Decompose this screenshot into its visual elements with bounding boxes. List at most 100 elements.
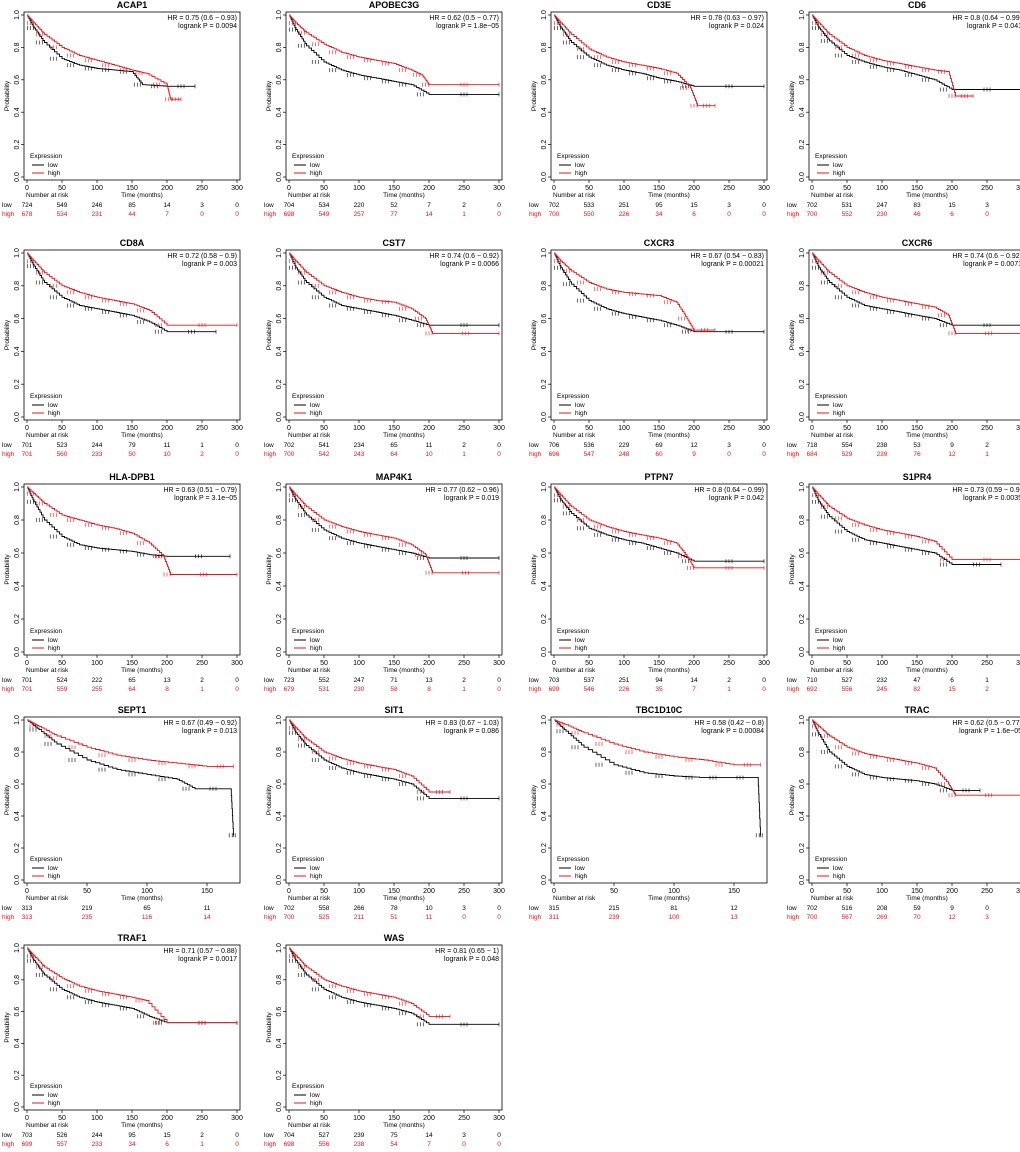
y-tick-label: 0.8 bbox=[541, 747, 548, 757]
x-tick-label: 150 bbox=[653, 660, 665, 667]
y-tick-label: 1.0 bbox=[276, 248, 283, 258]
risk-value-low: 3 bbox=[462, 1132, 466, 1139]
km-curve-low bbox=[289, 486, 499, 559]
risk-value-high: 82 bbox=[913, 686, 921, 693]
risk-value-high: 58 bbox=[390, 686, 398, 693]
legend-label-high: high bbox=[575, 410, 588, 417]
x-tick-label: 250 bbox=[723, 185, 735, 192]
risk-value-low: 531 bbox=[842, 202, 853, 209]
risk-value-high: 0 bbox=[235, 451, 239, 458]
km-curve-low bbox=[554, 719, 761, 836]
logrank-annotation: logrank P = 0.0017 bbox=[178, 956, 237, 963]
risk-value-low: 3 bbox=[727, 202, 731, 209]
y-tick-label: 0.6 bbox=[799, 314, 806, 324]
risk-value-high: 559 bbox=[57, 686, 68, 693]
risk-value-high: 245 bbox=[877, 686, 888, 693]
risk-row-label-high: high bbox=[2, 686, 15, 693]
y-tick-label: 1.0 bbox=[799, 10, 806, 20]
risk-value-high: 44 bbox=[128, 211, 136, 218]
y-tick-label: 0.2 bbox=[276, 1070, 283, 1080]
x-tick-label: 150 bbox=[728, 888, 740, 895]
y-tick-label: 0.8 bbox=[799, 515, 806, 525]
risk-row-label-high: high bbox=[787, 686, 800, 693]
x-tick-label: 50 bbox=[843, 888, 851, 895]
number-at-risk-label: Number at risk bbox=[288, 667, 331, 674]
risk-value-low: 65 bbox=[143, 905, 151, 912]
x-tick-label: 200 bbox=[688, 425, 700, 432]
risk-value-high: 2 bbox=[200, 451, 204, 458]
logrank-annotation: logrank P = 0.003 bbox=[182, 261, 237, 268]
risk-value-low: 222 bbox=[92, 677, 103, 684]
x-tick-label: 0 bbox=[287, 888, 291, 895]
y-tick-label: 0.0 bbox=[14, 1102, 21, 1112]
risk-value-low: 13 bbox=[425, 677, 433, 684]
risk-value-low: 95 bbox=[655, 202, 663, 209]
risk-value-low: 702 bbox=[549, 202, 560, 209]
risk-value-low: 14 bbox=[425, 1132, 433, 1139]
risk-value-high: 226 bbox=[619, 686, 630, 693]
risk-value-low: 541 bbox=[319, 442, 330, 449]
x-tick-label: 100 bbox=[876, 660, 888, 667]
km-chart-svg: CD6 0.0 0.2 0.4 0.6 0.8 1.0 Probability 0 50 100 15… bbox=[787, 0, 1020, 218]
km-curve-high bbox=[812, 14, 973, 97]
x-tick-label: 300 bbox=[231, 1115, 243, 1122]
risk-value-low: 0 bbox=[497, 202, 501, 209]
risk-value-high: 76 bbox=[913, 451, 921, 458]
legend-label-high: high bbox=[48, 645, 61, 652]
risk-value-low: 9 bbox=[950, 442, 954, 449]
risk-value-low: 723 bbox=[284, 677, 295, 684]
risk-row-label-high: high bbox=[264, 211, 277, 218]
km-panel-cd3e: CD3E 0.0 0.2 0.4 0.6 0.8 1.0 Probability 0 50 100 1… bbox=[527, 0, 782, 222]
risk-value-high: 550 bbox=[584, 211, 595, 218]
x-tick-label: 50 bbox=[585, 185, 593, 192]
chart-title: HLA-DPB1 bbox=[109, 472, 155, 482]
legend-title: Expression bbox=[815, 153, 848, 160]
x-tick-label: 300 bbox=[1016, 660, 1020, 667]
x-tick-label: 0 bbox=[552, 185, 556, 192]
y-tick-label: 0.0 bbox=[14, 412, 21, 422]
x-tick-label: 200 bbox=[423, 185, 435, 192]
x-tick-label: 300 bbox=[493, 888, 505, 895]
km-curve-low bbox=[27, 14, 195, 87]
risk-value-high: 226 bbox=[619, 211, 630, 218]
km-curve-low bbox=[554, 14, 764, 87]
y-tick-label: 1.0 bbox=[541, 10, 548, 20]
risk-value-low: 244 bbox=[92, 442, 103, 449]
km-curve-low bbox=[812, 719, 980, 791]
km-panel-cst7: CST7 0.0 0.2 0.4 0.6 0.8 1.0 Probability 0 50 100 1… bbox=[262, 238, 517, 462]
x-tick-label: 150 bbox=[911, 888, 923, 895]
risk-value-high: 698 bbox=[284, 1141, 295, 1148]
legend-title: Expression bbox=[30, 628, 63, 635]
legend-title: Expression bbox=[815, 628, 848, 635]
risk-value-low: 0 bbox=[762, 202, 766, 209]
risk-value-high: 529 bbox=[842, 451, 853, 458]
logrank-annotation: logrank P = 0.041 bbox=[967, 23, 1020, 30]
risk-value-low: 11 bbox=[204, 905, 211, 912]
y-tick-label: 0.4 bbox=[14, 346, 21, 356]
km-chart-svg: CXCR6 0.0 0.2 0.4 0.6 0.8 1.0 Probability 0 50 100… bbox=[787, 238, 1020, 458]
risk-value-low: 0 bbox=[762, 442, 766, 449]
risk-value-high: 10 bbox=[163, 451, 171, 458]
risk-value-high: 679 bbox=[284, 686, 295, 693]
x-tick-label: 50 bbox=[58, 1115, 66, 1122]
km-curve-high bbox=[812, 486, 1020, 561]
hr-annotation: HR = 0.81 (0.65 − 1) bbox=[435, 948, 499, 955]
logrank-annotation: logrank P = 0.0071 bbox=[963, 261, 1020, 268]
risk-value-low: 232 bbox=[877, 677, 888, 684]
risk-value-low: 2 bbox=[200, 677, 204, 684]
risk-value-low: 558 bbox=[319, 905, 330, 912]
x-tick-label: 300 bbox=[493, 185, 505, 192]
x-tick-label: 150 bbox=[911, 185, 923, 192]
km-curve-low bbox=[27, 252, 216, 333]
risk-value-low: 2 bbox=[462, 677, 466, 684]
y-axis-label: Probability bbox=[4, 784, 11, 815]
y-axis-label: Probability bbox=[531, 784, 538, 815]
km-curve-low bbox=[27, 719, 234, 836]
x-tick-label: 150 bbox=[911, 660, 923, 667]
number-at-risk-label: Number at risk bbox=[811, 667, 854, 674]
legend-title: Expression bbox=[30, 153, 63, 160]
hr-annotation: HR = 0.58 (0.42 − 0.8) bbox=[694, 720, 764, 727]
y-tick-label: 0.8 bbox=[541, 281, 548, 291]
risk-value-low: 2 bbox=[200, 1132, 204, 1139]
